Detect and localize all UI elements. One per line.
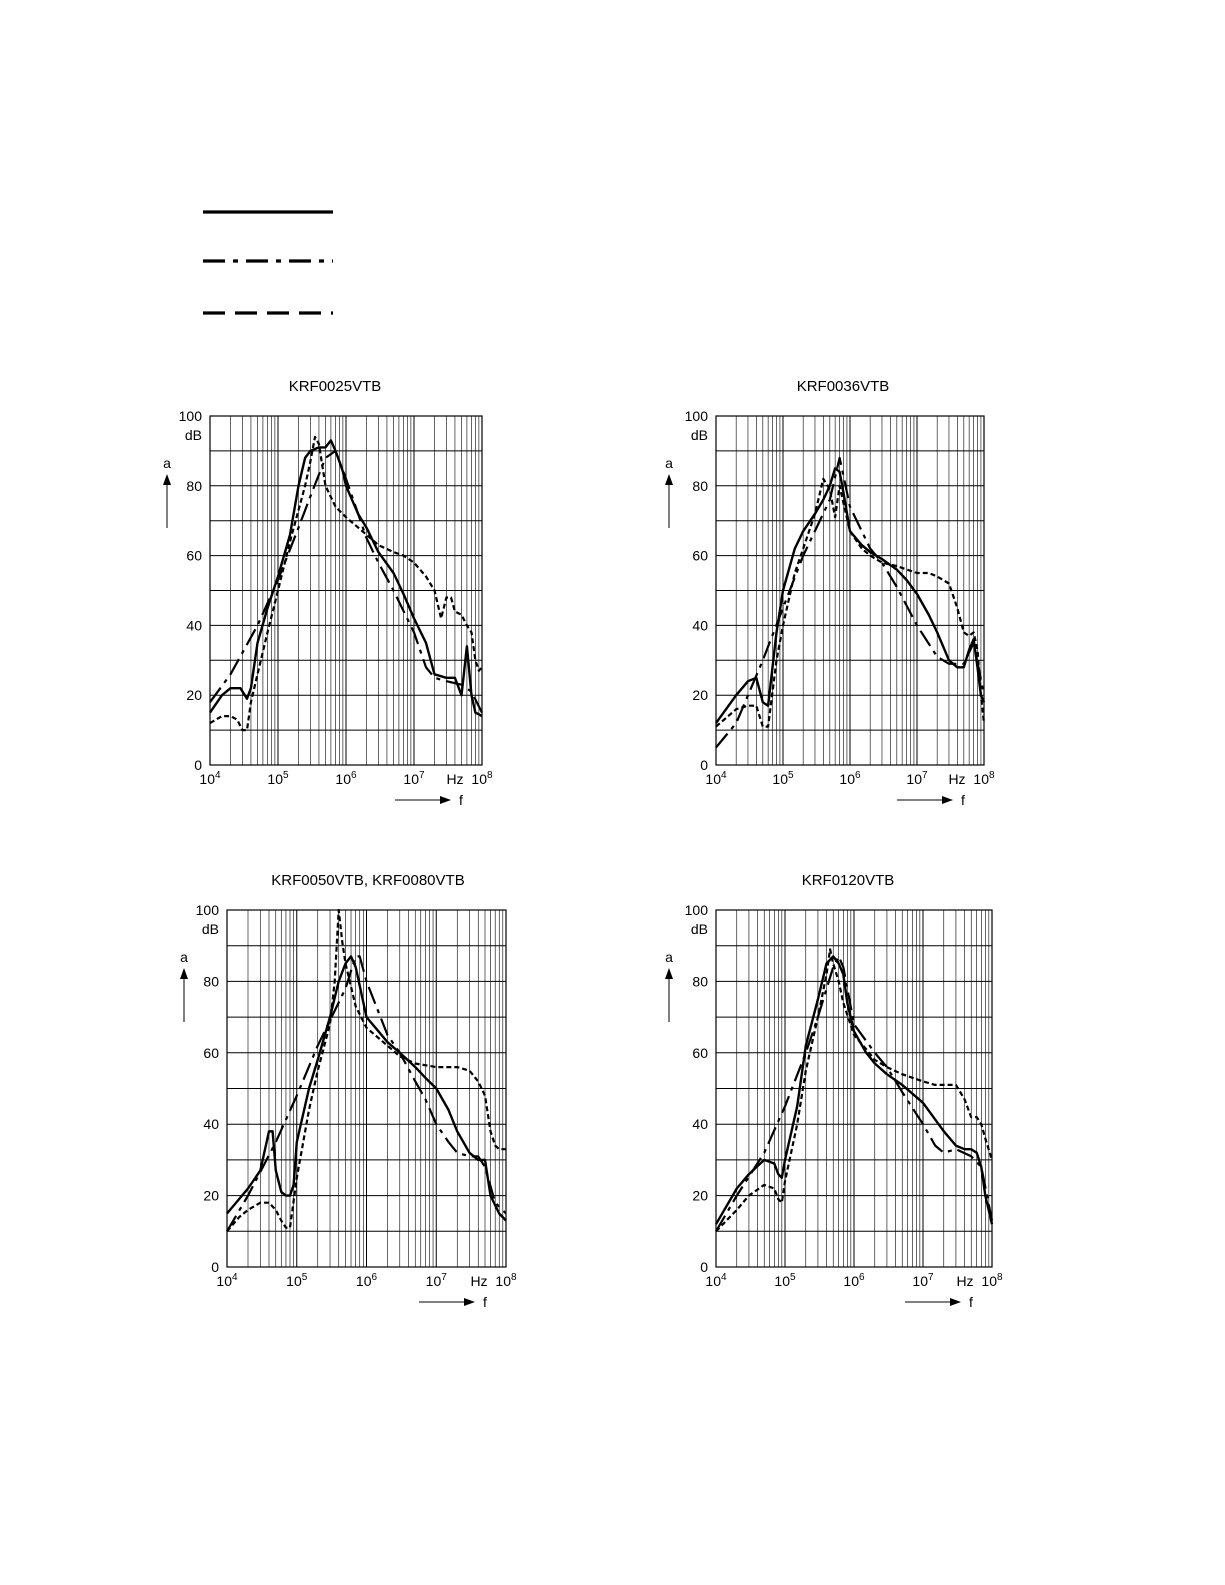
x-tick-label: 106: [356, 1272, 378, 1289]
y-unit-label: dB: [691, 427, 708, 443]
y-tick-label: 60: [186, 548, 202, 564]
x-tick-label: 104: [705, 1272, 727, 1289]
x-axis-arrowhead: [950, 1298, 961, 1306]
series-line-dashdot: [209, 449, 483, 714]
y-axis-label: a: [665, 455, 673, 471]
y-tick-label: 20: [186, 687, 202, 703]
x-axis-label: f: [483, 1294, 487, 1310]
y-axis-label: a: [163, 455, 171, 471]
x-tick-label: 105: [772, 770, 794, 787]
chart-title: KRF0036VTB: [797, 378, 890, 395]
series-line-dash: [715, 948, 994, 1233]
series-line-dash: [715, 477, 986, 728]
plot-frame: [715, 415, 985, 766]
x-axis-label: f: [961, 792, 965, 808]
y-tick-label: 100: [179, 408, 203, 424]
y-axis-label: a: [180, 949, 188, 965]
x-tick-label: 108: [495, 1272, 517, 1289]
x-axis-label: f: [969, 1294, 973, 1310]
x-tick-label: 107: [403, 770, 425, 787]
legend: [203, 210, 333, 315]
chart-title: KRF0120VTB: [802, 872, 895, 889]
chart-grid: [715, 909, 993, 1268]
y-axis-label: a: [665, 949, 673, 965]
x-tick-label: 104: [199, 770, 221, 787]
series-line-dashdot: [226, 955, 507, 1232]
chart-3: KRF0050VTB, KRF0080VTB 0 20 40 60 80 100 dB a 104…: [180, 872, 517, 1310]
x-axis-label: f: [459, 792, 463, 808]
x-tick-label: 107: [912, 1272, 934, 1289]
chart-grid: [226, 909, 507, 1268]
y-tick-label: 40: [186, 617, 202, 633]
x-tick-label: 105: [774, 1272, 796, 1289]
series-line-solid: [714, 955, 994, 1225]
y-tick-label: 60: [203, 1045, 219, 1061]
x-unit-label: Hz: [948, 771, 965, 787]
y-tick-label: 40: [203, 1116, 219, 1132]
y-tick-label: 60: [692, 548, 708, 564]
series-line-dash: [209, 435, 483, 732]
x-tick-label: 105: [267, 770, 289, 787]
x-axis-arrowhead: [440, 796, 451, 804]
y-tick-label: 40: [692, 617, 708, 633]
x-tick-label: 106: [843, 1272, 865, 1289]
plot-frame: [226, 909, 507, 1268]
x-tick-label: 107: [426, 1272, 448, 1289]
plot-frame: [715, 909, 993, 1268]
y-tick-label: 20: [692, 1188, 708, 1204]
x-tick-label: 108: [973, 770, 995, 787]
chart-title: KRF0025VTB: [289, 378, 382, 395]
x-axis-arrowhead: [942, 796, 953, 804]
x-unit-label: Hz: [956, 1273, 973, 1289]
y-tick-label: 60: [692, 1045, 708, 1061]
y-unit-label: dB: [691, 921, 708, 937]
y-unit-label: dB: [185, 427, 202, 443]
x-tick-label: 104: [705, 770, 727, 787]
x-tick-label: 106: [839, 770, 861, 787]
x-unit-label: Hz: [470, 1273, 487, 1289]
chart-title: KRF0050VTB, KRF0080VTB: [271, 872, 464, 889]
y-tick-label: 0: [194, 757, 202, 773]
chart-4: KRF0120VTB 0 20 40 60 80 100 dB a 104 105 106 107 108…: [665, 872, 1003, 1310]
y-tick-label: 20: [692, 687, 708, 703]
chart-grid: [715, 415, 985, 766]
series-line-dashdot: [715, 955, 994, 1232]
y-tick-label: 0: [700, 757, 708, 773]
chart-1: KRF0025VTB 0 20 40 60 80 100 dB a 104 105 106 107 108…: [163, 378, 493, 808]
series-line-solid: [226, 955, 507, 1222]
series-line-solid: [209, 439, 483, 718]
y-axis-arrowhead: [180, 968, 188, 979]
x-tick-label: 105: [286, 1272, 308, 1289]
charts: KRF0025VTB 0 20 40 60 80 100 dB a 104 105 106 107 108…: [163, 378, 1003, 1310]
x-unit-label: Hz: [446, 771, 463, 787]
y-tick-label: 80: [203, 973, 219, 989]
x-tick-label: 107: [906, 770, 928, 787]
y-tick-label: 80: [692, 478, 708, 494]
x-tick-label: 104: [216, 1272, 238, 1289]
y-tick-label: 0: [700, 1259, 708, 1275]
series-line-dash: [226, 908, 506, 1233]
y-axis-arrowhead: [665, 968, 673, 979]
y-axis-arrowhead: [163, 474, 171, 485]
x-tick-label: 108: [471, 770, 493, 787]
plot-frame: [209, 415, 483, 766]
y-tick-label: 80: [186, 478, 202, 494]
series-line-dashdot: [715, 456, 986, 749]
chart-grid: [209, 415, 483, 766]
y-tick-label: 40: [692, 1116, 708, 1132]
y-unit-label: dB: [202, 921, 219, 937]
y-tick-label: 100: [685, 902, 709, 918]
y-tick-label: 20: [203, 1188, 219, 1204]
chart-2: KRF0036VTB 0 20 40 60 80 100 dB a 104 105 106 107 108…: [665, 378, 995, 808]
y-tick-label: 100: [196, 902, 220, 918]
y-axis-arrowhead: [665, 474, 673, 485]
x-tick-label: 106: [335, 770, 357, 787]
x-axis-arrowhead: [464, 1298, 475, 1306]
y-tick-label: 80: [692, 973, 708, 989]
y-tick-label: 100: [685, 408, 709, 424]
x-tick-label: 108: [981, 1272, 1003, 1289]
y-tick-label: 0: [211, 1259, 219, 1275]
